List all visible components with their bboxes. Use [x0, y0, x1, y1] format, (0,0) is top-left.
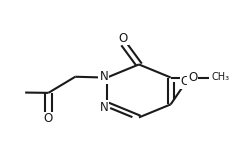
Text: N: N — [100, 70, 108, 83]
Text: O: O — [44, 113, 53, 126]
Text: N: N — [100, 101, 108, 114]
Text: CH₃: CH₃ — [212, 73, 230, 82]
Text: O: O — [118, 31, 128, 44]
Text: O: O — [188, 71, 197, 84]
Text: Cl: Cl — [181, 75, 192, 88]
